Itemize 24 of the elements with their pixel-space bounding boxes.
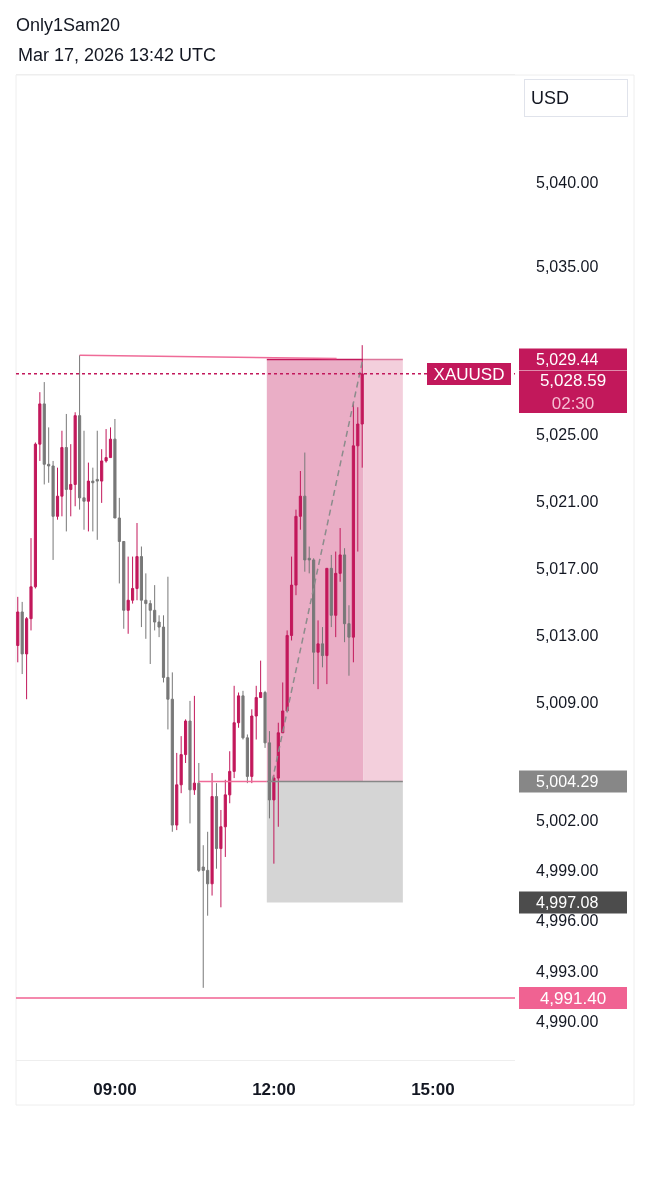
y-tick-label: 4,996.00 (536, 912, 599, 930)
y-tick-label: 4,993.00 (536, 962, 599, 980)
y-tick-label: 5,040.00 (536, 173, 599, 191)
y-tick-label: 5,009.00 (536, 694, 599, 712)
chart-title: Only1Sam20 (16, 14, 121, 35)
y-tick-label: 5,013.00 (536, 627, 599, 645)
y-tick-label: 4,999.00 (536, 861, 599, 879)
y-tick-label: 5,004.29 (536, 773, 599, 791)
y-tick-label: 5,029.44 (536, 351, 599, 369)
y-tick-label: 5,002.00 (536, 811, 599, 829)
y-tick-label: 4,990.00 (536, 1013, 599, 1031)
y-tick-label: 4,997.08 (536, 894, 599, 912)
chart-subtitle: Mar 17, 2026 13:42 UTC (18, 45, 217, 65)
y-tick-label: 5,021.00 (536, 492, 599, 510)
y-axis-title: USD (531, 88, 570, 108)
y-tick-label: 5,017.00 (536, 559, 599, 577)
y-tick-label: 5,035.00 (536, 257, 599, 275)
text: XAUUSD (433, 364, 505, 384)
x-tick-label: 15:00 (411, 1080, 455, 1100)
ref-line-label: 4,991.40 (539, 988, 607, 1008)
y-tick-label: 5,025.00 (536, 425, 599, 443)
x-tick-label: 12:00 (252, 1080, 296, 1100)
x-tick-label: 09:00 (93, 1080, 137, 1100)
ref-line-label: 5,028.59 02:30 (539, 371, 607, 413)
